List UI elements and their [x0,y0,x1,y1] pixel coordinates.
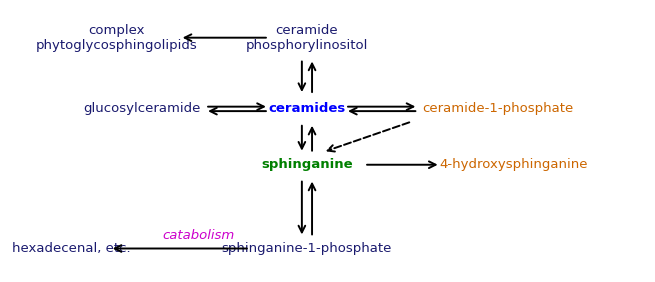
Text: catabolism: catabolism [162,229,235,242]
Text: ceramide
phosphorylinositol: ceramide phosphorylinositol [246,24,368,52]
Text: ceramides: ceramides [269,102,346,115]
Text: 4-hydroxysphinganine: 4-hydroxysphinganine [440,158,588,171]
Text: sphinganine: sphinganine [261,158,353,171]
Text: glucosylceramide: glucosylceramide [83,102,200,115]
Text: ceramide-1-phosphate: ceramide-1-phosphate [422,102,573,115]
Text: complex
phytoglycosphingolipids: complex phytoglycosphingolipids [35,24,197,52]
Text: sphinganine-1-phosphate: sphinganine-1-phosphate [222,242,392,255]
Text: hexadecenal, etc.: hexadecenal, etc. [12,242,131,255]
